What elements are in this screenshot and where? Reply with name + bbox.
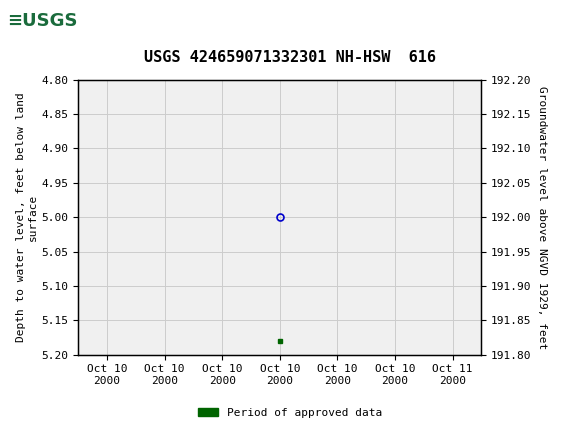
Y-axis label: Groundwater level above NGVD 1929, feet: Groundwater level above NGVD 1929, feet	[537, 86, 547, 349]
Text: ≡USGS: ≡USGS	[7, 12, 78, 31]
FancyBboxPatch shape	[2, 3, 92, 40]
Y-axis label: Depth to water level, feet below land
surface: Depth to water level, feet below land su…	[16, 92, 38, 342]
Text: USGS 424659071332301 NH-HSW  616: USGS 424659071332301 NH-HSW 616	[144, 49, 436, 64]
Legend: Period of approved data: Period of approved data	[194, 403, 386, 422]
